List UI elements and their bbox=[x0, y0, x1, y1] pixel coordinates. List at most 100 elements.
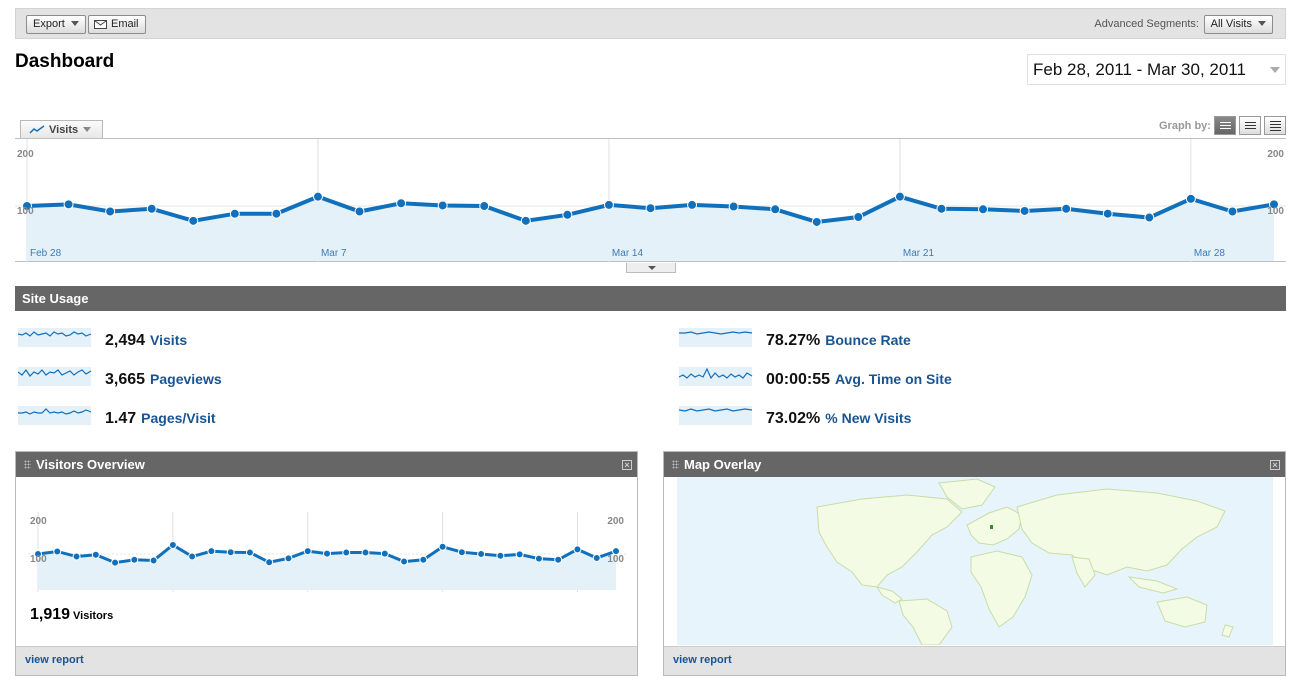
visitors-overview-panel: Visitors Overview × 200 200 100 100 1,919 Vi… bbox=[15, 451, 638, 676]
data-point bbox=[229, 208, 240, 219]
pageviews-link[interactable]: Pageviews bbox=[150, 371, 222, 387]
drag-handle-icon[interactable] bbox=[672, 460, 679, 469]
usage-pageviews: 3,665 Pageviews bbox=[18, 367, 618, 391]
y-tick-label: 200 bbox=[30, 516, 47, 527]
data-point bbox=[612, 547, 620, 556]
bounce-rate-link[interactable]: Bounce Rate bbox=[825, 332, 911, 348]
x-tick-label: Feb 28 bbox=[30, 248, 62, 259]
data-point bbox=[312, 191, 323, 202]
data-point bbox=[130, 555, 139, 564]
y-tick-label: 100 bbox=[30, 554, 47, 565]
visits-chart: 200 200 100 100 Feb 28 Mar 7 Mar 14 Mar 21 Mar 2… bbox=[15, 138, 1286, 262]
date-range-picker[interactable]: Feb 28, 2011 - Mar 30, 2011 bbox=[1027, 54, 1286, 85]
view-report-link[interactable]: view report bbox=[25, 654, 84, 666]
data-point bbox=[303, 547, 312, 556]
data-point bbox=[562, 209, 573, 220]
visitors-number: 1,919 bbox=[30, 606, 71, 623]
data-point bbox=[477, 550, 486, 558]
y-tick-label: 200 bbox=[1267, 149, 1284, 160]
data-point bbox=[687, 199, 698, 210]
map-overlay-panel: Map Overlay × bbox=[663, 451, 1286, 676]
data-point bbox=[149, 556, 158, 565]
data-point bbox=[361, 548, 370, 557]
data-point bbox=[534, 554, 543, 563]
advanced-segments-label: Advanced Segments: bbox=[1094, 18, 1199, 30]
x-tick-label: Mar 14 bbox=[612, 248, 644, 259]
visits-link[interactable]: Visits bbox=[150, 332, 188, 348]
graph-by-day-button[interactable] bbox=[1214, 116, 1236, 135]
y-tick-label: 100 bbox=[1267, 206, 1284, 217]
map-region-north-america bbox=[816, 494, 963, 588]
data-point bbox=[396, 198, 407, 209]
map-overlay-header[interactable]: Map Overlay × bbox=[664, 452, 1285, 477]
data-point bbox=[479, 201, 490, 211]
data-point bbox=[811, 216, 822, 227]
data-point bbox=[438, 542, 447, 551]
drag-handle-icon[interactable] bbox=[24, 460, 31, 469]
data-point bbox=[207, 547, 216, 556]
map-region-new-zealand bbox=[1221, 624, 1234, 638]
data-point bbox=[168, 541, 177, 549]
graph-by-week-button[interactable] bbox=[1239, 116, 1261, 135]
map-region-central-america bbox=[875, 586, 903, 604]
data-point bbox=[603, 199, 614, 210]
metric-value: 2,494 bbox=[105, 332, 146, 349]
data-point bbox=[188, 215, 199, 226]
sparkline bbox=[18, 406, 92, 425]
graph-by-label: Graph by: bbox=[1159, 120, 1211, 132]
x-tick-label: Mar 28 bbox=[1194, 248, 1226, 259]
data-point bbox=[226, 548, 235, 557]
email-button[interactable]: Email bbox=[88, 15, 146, 34]
data-point bbox=[894, 191, 905, 202]
metric-value: 78.27% bbox=[766, 332, 821, 349]
export-button[interactable]: Export bbox=[26, 15, 86, 34]
close-icon[interactable]: × bbox=[622, 460, 632, 470]
sparkline bbox=[679, 367, 753, 386]
usage-avg-time: 00:00:55 Avg. Time on Site bbox=[679, 367, 1279, 391]
pages-visit-link[interactable]: Pages/Visit bbox=[141, 410, 216, 426]
visits-chart-svg: 200 200 100 100 Feb 28 Mar 7 Mar 14 Mar 21 Mar 2… bbox=[15, 139, 1286, 262]
data-point bbox=[271, 208, 282, 219]
data-point bbox=[34, 550, 42, 558]
usage-new-visits: 73.02%% New Visits bbox=[679, 406, 1279, 430]
avg-time-link[interactable]: Avg. Time on Site bbox=[835, 371, 952, 387]
data-point bbox=[419, 555, 428, 564]
map-region-australia bbox=[1156, 596, 1208, 628]
view-report-link[interactable]: view report bbox=[673, 654, 732, 666]
map-region-africa bbox=[970, 550, 1033, 628]
data-point bbox=[91, 550, 100, 559]
metric-selector[interactable]: Visits bbox=[20, 120, 103, 139]
visitors-overview-header[interactable]: Visitors Overview × bbox=[16, 452, 637, 477]
data-point bbox=[245, 548, 254, 557]
chevron-down-icon bbox=[1258, 21, 1266, 26]
data-point bbox=[111, 558, 120, 567]
data-point bbox=[1144, 212, 1155, 223]
data-point bbox=[592, 553, 601, 562]
data-point bbox=[770, 204, 781, 215]
usage-visits: 2,494 Visits bbox=[18, 328, 618, 352]
usage-pages-visit: 1.47 Pages/Visit bbox=[18, 406, 618, 430]
new-visits-link[interactable]: % New Visits bbox=[825, 410, 912, 426]
sparkline bbox=[679, 328, 753, 347]
map-region-india bbox=[1071, 556, 1096, 588]
map-region-southeast-asia bbox=[1127, 576, 1179, 594]
envelope-icon bbox=[94, 20, 107, 29]
metric-value: 00:00:55 bbox=[766, 371, 831, 388]
email-label: Email bbox=[111, 18, 139, 30]
y-tick-label: 100 bbox=[17, 206, 34, 217]
data-point bbox=[1102, 208, 1113, 219]
world-map[interactable] bbox=[677, 477, 1273, 645]
chevron-down-icon bbox=[83, 127, 92, 132]
close-icon[interactable]: × bbox=[1270, 460, 1280, 470]
segment-value: All Visits bbox=[1210, 18, 1252, 30]
data-point bbox=[146, 203, 157, 214]
graph-by-month-button[interactable] bbox=[1264, 116, 1286, 135]
sparkline bbox=[18, 328, 92, 347]
chevron-down-icon bbox=[70, 21, 79, 26]
segment-select[interactable]: All Visits bbox=[1203, 15, 1273, 34]
data-point bbox=[1269, 199, 1279, 210]
y-tick-label: 100 bbox=[607, 554, 624, 565]
metric-label: Visits bbox=[49, 124, 79, 136]
collapse-graph-handle[interactable] bbox=[626, 263, 676, 273]
panel-footer: view report bbox=[664, 646, 1285, 675]
